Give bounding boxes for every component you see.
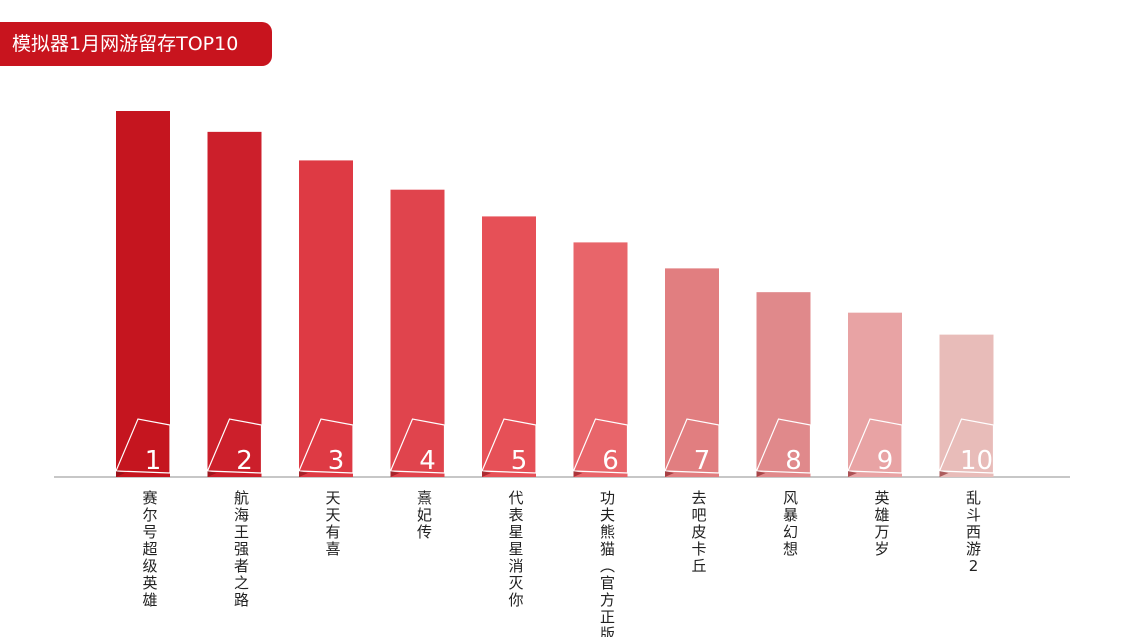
bar-group: 8 [755,292,812,477]
category-label: 功夫熊猫︵官方正版︶ [600,489,615,637]
rank-ribbon [115,418,171,474]
ribbon-fold-shadow [116,471,125,477]
ribbon-fold-shadow [299,471,308,477]
category-label: 天天有喜 [325,489,340,558]
rank-number: 5 [511,446,528,476]
category-label: 英雄万岁 [874,489,889,558]
rank-ribbon [755,418,812,474]
bar [116,111,170,477]
category-label: 风暴幻想 [783,489,798,558]
ribbon-fold-shadow [756,471,766,477]
ribbon-fold-shadow [939,471,949,477]
rank-ribbon [206,418,263,474]
rank-ribbon [938,418,995,474]
category-label: 乱斗西游 2 [966,489,981,575]
rank-ribbon [664,418,720,474]
ribbon-fold-shadow [665,471,674,477]
rank-ribbon [847,418,903,474]
rank-number: 3 [328,446,345,476]
bar-group: 4 [389,189,446,477]
rank-number: 4 [419,446,436,476]
rank-ribbon [572,418,629,474]
rank-number: 2 [236,446,253,476]
rank-ribbon [389,418,446,474]
bar-group: 3 [298,160,354,477]
rank-ribbon [298,418,354,474]
chart-title: 模拟器1月网游留存TOP10 [0,22,272,66]
category-label: 去吧皮卡丘 [691,489,706,575]
category-label: 赛尔号超级英雄 [142,489,157,609]
category-label: 熹妃传 [417,489,432,541]
category-label: 代表星星消灭你 [508,489,523,609]
bar-group: 7 [664,268,720,477]
ribbon-fold-shadow [848,471,857,477]
ribbon-fold-shadow [390,471,400,477]
category-label: 航海王强者之路 [234,489,249,609]
rank-ribbon [481,418,537,474]
rank-number: 7 [694,446,711,476]
bar-group: 6 [572,242,629,477]
ribbon-fold-shadow [573,471,583,477]
ribbon-fold-shadow [482,471,491,477]
bar-group: 2 [206,131,263,477]
category-labels-group: 赛尔号超级英雄 航海王强者之路 天天有喜 熹妃传 代表星星消灭你 功夫熊猫︵官方正版︶ 去吧… [142,489,981,637]
bar-group: 1 [115,111,171,477]
bar-group: 9 [847,312,903,477]
rank-number: 10 [960,446,993,476]
rank-number: 8 [785,446,802,476]
rank-number: 1 [145,446,162,476]
bar-group: 5 [481,216,537,477]
rank-number: 9 [877,446,894,476]
bars-group: 1 2 3 4 5 6 7 8 9 10 [115,111,995,477]
ribbon-fold-shadow [207,471,217,477]
rank-number: 6 [602,446,619,476]
bar-group: 10 [938,334,995,477]
